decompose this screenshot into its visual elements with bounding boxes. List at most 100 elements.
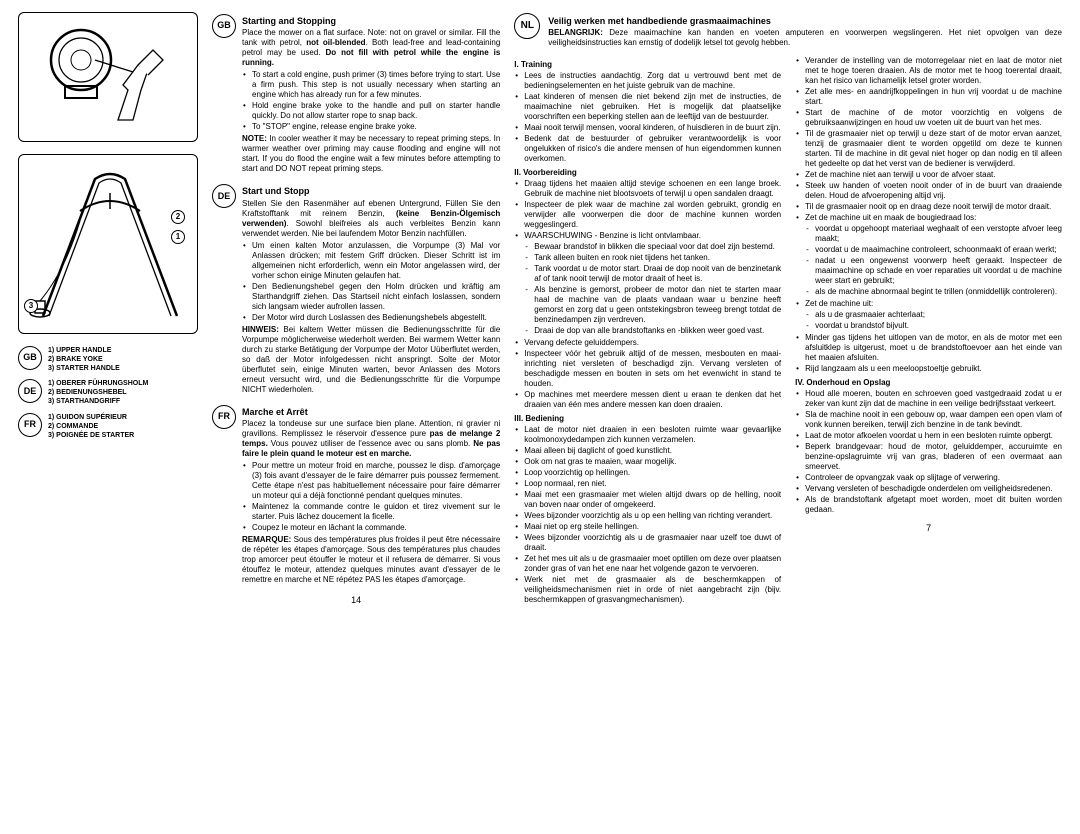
de-part-1: 1) OBERER FÜHRUNGSHOLM	[48, 379, 148, 388]
gb-part-2: 2) BRAKE YOKE	[48, 355, 120, 364]
nl-o-b5: Controleer de opvangzak vaak op slijtage…	[805, 473, 1062, 483]
nl-b-b7: Wees bijzonder voorzichtig als u op een …	[524, 511, 781, 521]
nl-imp: BELANGRIJK: Deze maaimachine kan handen …	[548, 28, 1062, 48]
nl-body: I. Training Lees de instructies aandacht…	[514, 56, 1062, 607]
nl-circ: NL	[514, 13, 540, 39]
parts-de: DE 1) OBERER FÜHRUNGSHOLM 2) BEDIENUNGSH…	[18, 379, 198, 406]
nl-v-b3: WAARSCHUWING - Benzine is licht ontvlamb…	[524, 231, 781, 241]
de-title: Start und Stopp	[242, 186, 500, 197]
gb-b3: To "STOP" engine, release engine brake y…	[252, 122, 500, 132]
nl-r-s1: voordat u opgehoopt materiaal weghaalt o…	[815, 224, 1062, 244]
nl-b-b6: Maai met een grasmaaier met wielen altij…	[524, 490, 781, 510]
nl-o-b4: Beperk brandgevaar: houd de motor, gelui…	[805, 442, 1062, 472]
nl-o-b1: Houd alle moeren, bouten en schroeven go…	[805, 389, 1062, 409]
fr-b1: Pour mettre un moteur froid en marche, p…	[252, 461, 500, 501]
nl-r-s3: nadat u een ongewenst voorwerp heeft ger…	[815, 256, 1062, 286]
nl-v-b1: Draag tijdens het maaien altijd stevige …	[524, 179, 781, 199]
nl-v-s1: Bewaar brandstof in blikken die speciaal…	[534, 242, 781, 252]
de-section: DE Start und Stopp Stellen Sie den Rasen…	[212, 182, 500, 396]
label-num-2: 2	[171, 210, 185, 224]
fr-section: FR Marche et Arrêt Placez la tondeuse su…	[212, 403, 500, 587]
de-circ: DE	[212, 184, 236, 208]
gb-circ: GB	[212, 14, 236, 38]
nl-r-b9: Zet de machine uit:	[805, 299, 1062, 309]
nl-h2: II. Voorbereiding	[514, 168, 781, 178]
lang-code-de: DE	[18, 379, 42, 403]
nl-r-b1: Verander de instelling van de motorregel…	[805, 56, 1062, 86]
right-column: NL Veilig werken met handbediende grasma…	[514, 12, 1062, 822]
gb-title: Starting and Stopping	[242, 16, 500, 27]
nl-col-left: I. Training Lees de instructies aandacht…	[514, 56, 781, 607]
fr-b2: Maintenez la commande contre le guidon e…	[252, 502, 500, 522]
nl-title: Veilig werken met handbediende grasmaaim…	[548, 16, 1062, 27]
nl-r-s2: voordat u de maaimachine controleert, sc…	[815, 245, 1062, 255]
gb-part-1: 1) UPPER HANDLE	[48, 346, 120, 355]
nl-r-b8: Zet de machine uit en maak de bougiedraa…	[805, 213, 1062, 223]
gb-part-3: 3) STARTER HANDLE	[48, 364, 120, 373]
nl-o-b6: Vervang versleten of beschadigde onderde…	[805, 484, 1062, 494]
nl-v-s5: Draai de dop van alle brandstoftanks en …	[534, 326, 781, 336]
gb-b2: Hold engine brake yoke to the handle and…	[252, 101, 500, 121]
nl-r-b4: Til de grasmaaier niet op terwijl u deze…	[805, 129, 1062, 169]
nl-r-s6: voordat u brandstof bijvult.	[815, 321, 1062, 331]
nl-col-right: Verander de instelling van de motorregel…	[795, 56, 1062, 607]
nl-b-b1: Laat de motor niet draaien in een beslot…	[524, 425, 781, 445]
nl-v-s3: Tank voordat u de motor start. Draai de …	[534, 264, 781, 284]
nl-b-b3: Ook om nat gras te maaien, waar mogelijk…	[524, 457, 781, 467]
gb-section: GB Starting and Stopping Place the mower…	[212, 12, 500, 176]
nl-v-s4: Als benzine is gemorst, probeer de motor…	[534, 285, 781, 325]
nl-t-b1: Lees de instructies aandachtig. Zorg dat…	[524, 71, 781, 91]
de-b2: Den Bedienungshebel gegen den Holm drück…	[252, 282, 500, 312]
fr-note: REMARQUE: Sous des températures plus fro…	[242, 535, 500, 585]
nl-o-b3: Laat de motor afkoelen voordat u hem in …	[805, 431, 1062, 441]
nl-h1: I. Training	[514, 60, 781, 70]
nl-b-b4: Loop voorzichtig op hellingen.	[524, 468, 781, 478]
label-num-3: 3	[24, 299, 38, 313]
nl-r-b6: Steek uw handen of voeten nooit onder of…	[805, 181, 1062, 201]
nl-t-b4: Bedenk dat de bestuurder of gebruiker ve…	[524, 134, 781, 164]
gb-note: NOTE: In cooler weather it may be necess…	[242, 134, 500, 174]
de-b1: Um einen kalten Motor anzulassen, die Vo…	[252, 241, 500, 281]
fr-p1: Placez la tondeuse sur une surface bien …	[242, 419, 500, 459]
page-right: 7	[795, 523, 1062, 534]
fr-b3: Coupez le moteur en lâchant la commande.	[252, 523, 500, 533]
nl-b-b2: Maai alleen bij daglicht of goed kunstli…	[524, 446, 781, 456]
gb-b1: To start a cold engine, push primer (3) …	[252, 70, 500, 100]
label-num-1: 1	[171, 230, 185, 244]
de-part-3: 3) STARTHANDGRIFF	[48, 397, 148, 406]
nl-h4: IV. Onderhoud en Opslag	[795, 378, 1062, 388]
fr-part-2: 2) COMMANDE	[48, 422, 134, 431]
diagram-handle: 2 1 3	[18, 154, 198, 334]
lang-code-gb: GB	[18, 346, 42, 370]
nl-header: NL Veilig werken met handbediende grasma…	[514, 12, 1062, 50]
nl-b-b11: Werk niet met de grasmaaier als de besch…	[524, 575, 781, 605]
de-b3: Der Motor wird durch Loslassen des Bedie…	[252, 313, 500, 323]
nl-v-b2: Inspecteer de plek waar de machine zal w…	[524, 200, 781, 230]
nl-r-b2: Zet alle mes- en aandrijfkoppelingen in …	[805, 87, 1062, 107]
nl-r-s5: als u de grasmaaier achterlaat;	[815, 310, 1062, 320]
parts-fr: FR 1) GUIDON SUPÉRIEUR 2) COMMANDE 3) PO…	[18, 413, 198, 440]
fr-title: Marche et Arrêt	[242, 407, 500, 418]
nl-t-b3: Maai nooit terwijl mensen, vooral kinder…	[524, 123, 781, 133]
nl-v-s2: Tank alleen buiten en rook niet tijdens …	[534, 253, 781, 263]
nl-v-b4: Vervang defecte geluiddempers.	[524, 338, 781, 348]
nl-h3: III. Bediening	[514, 414, 781, 424]
nl-b-b10: Zet het mes uit als u de grasmaaier moet…	[524, 554, 781, 574]
diagram-primer	[18, 12, 198, 142]
nl-b-b9: Wees bijzonder voorzichtig als u de gras…	[524, 533, 781, 553]
left-column: 2 1 3 GB 1) UPPER HANDLE 2) BRAKE YOKE 3…	[18, 12, 198, 822]
lang-code-fr: FR	[18, 413, 42, 437]
de-p1: Stellen Sie den Rasenmäher auf ebenen Un…	[242, 199, 500, 239]
nl-b-b5: Loop normaal, ren niet.	[524, 479, 781, 489]
nl-r-b3: Start de machine of de motor voorzichtig…	[805, 108, 1062, 128]
de-part-2: 2) BEDIENUNGSHEBEL	[48, 388, 148, 397]
middle-column: GB Starting and Stopping Place the mower…	[212, 12, 500, 822]
nl-r-b10: Minder gas tijdens het uitlopen van de m…	[805, 333, 1062, 363]
fr-circ: FR	[212, 405, 236, 429]
fr-part-3: 3) POIGNÉE DE STARTER	[48, 431, 134, 440]
gb-p1: Place the mower on a flat surface. Note:…	[242, 28, 500, 68]
nl-r-b7: Til de grasmaaier nooit op en draag deze…	[805, 202, 1062, 212]
handle-svg	[25, 161, 190, 326]
nl-o-b7: Als de brandstoftank afgetapt moet worde…	[805, 495, 1062, 515]
nl-r-b5: Zet de machine niet aan terwijl u voor d…	[805, 170, 1062, 180]
